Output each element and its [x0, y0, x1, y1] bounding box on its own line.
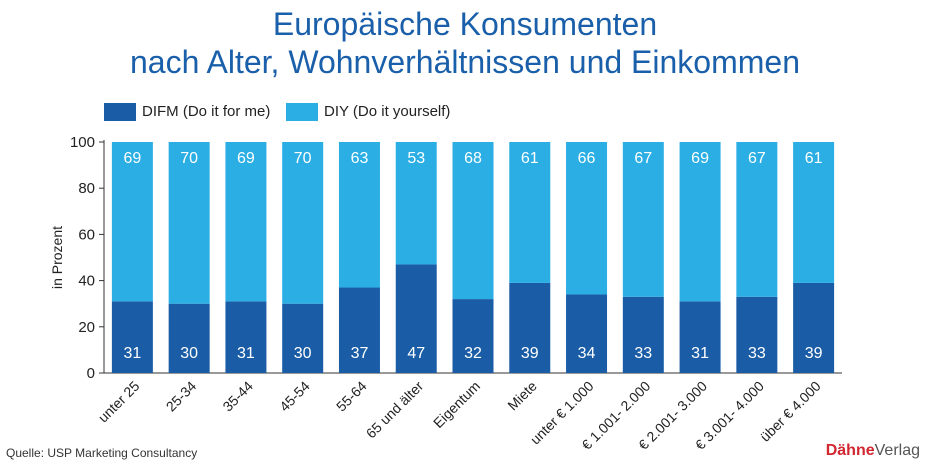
- x-tick-label-0: unter 25: [95, 378, 143, 426]
- data-label-difm-0: 31: [123, 345, 141, 362]
- data-label-diy-2: 69: [237, 150, 255, 167]
- x-tick-label-3: 45-54: [276, 378, 313, 415]
- x-tick-label-7: Miete: [504, 378, 540, 414]
- chart-title-line-2: nach Alter, Wohnverhältnissen und Einkom…: [129, 44, 800, 80]
- chart-title-line-1: Europäische Konsumenten: [272, 6, 658, 42]
- data-label-diy-11: 67: [748, 150, 766, 167]
- bar-difm-12: [793, 282, 835, 373]
- legend-swatch-difm: [104, 103, 136, 121]
- publisher-logo-part2: Verlag: [874, 442, 920, 459]
- data-label-difm-3: 30: [294, 345, 312, 362]
- bar-difm-7: [509, 282, 551, 373]
- bar-diy-3: [282, 142, 324, 304]
- bar-diy-11: [736, 142, 778, 297]
- data-label-diy-3: 70: [294, 150, 312, 167]
- bar-diy-0: [111, 142, 153, 302]
- data-label-difm-12: 39: [805, 345, 823, 362]
- data-label-diy-5: 53: [407, 150, 425, 167]
- bar-difm-0: [111, 301, 153, 373]
- legend-label-difm: DIFM (Do it for me): [142, 103, 271, 120]
- bar-difm-8: [566, 294, 608, 373]
- data-label-difm-5: 47: [407, 345, 425, 362]
- bar-difm-5: [395, 264, 437, 373]
- data-label-diy-7: 61: [521, 150, 539, 167]
- bar-difm-1: [168, 303, 210, 373]
- bar-diy-8: [566, 142, 608, 295]
- x-tick-label-2: 35-44: [219, 378, 256, 415]
- data-label-diy-9: 67: [634, 150, 652, 167]
- bar-diy-1: [168, 142, 210, 304]
- bar-difm-6: [452, 299, 494, 373]
- data-label-difm-1: 30: [180, 345, 198, 362]
- y-tick-label: 80: [78, 180, 95, 197]
- bar-diy-9: [622, 142, 664, 297]
- x-tick-label-5: 65 und älter: [363, 378, 427, 442]
- bar-diy-6: [452, 142, 494, 300]
- bar-difm-2: [225, 301, 267, 373]
- bar-diy-10: [679, 142, 721, 302]
- bar-difm-10: [679, 301, 721, 373]
- bar-difm-3: [282, 303, 324, 373]
- y-tick-label: 20: [78, 319, 95, 336]
- data-label-diy-8: 66: [578, 150, 596, 167]
- data-label-diy-12: 61: [805, 150, 823, 167]
- legend-swatch-diy: [286, 103, 318, 121]
- data-label-diy-0: 69: [123, 150, 141, 167]
- y-tick-label: 100: [70, 134, 95, 151]
- data-label-diy-4: 63: [351, 150, 369, 167]
- y-tick-label: 40: [78, 273, 95, 290]
- data-label-difm-2: 31: [237, 345, 255, 362]
- data-label-difm-10: 31: [691, 345, 709, 362]
- bar-diy-12: [793, 142, 835, 283]
- x-tick-label-4: 55-64: [333, 378, 370, 415]
- legend-label-diy: DIY (Do it yourself): [324, 103, 451, 120]
- x-tick-label-12: über € 4.000: [757, 378, 824, 445]
- bar-difm-11: [736, 296, 778, 373]
- data-label-difm-9: 33: [634, 345, 652, 362]
- y-tick-label: 0: [87, 365, 95, 382]
- data-label-difm-4: 37: [351, 345, 369, 362]
- y-tick-label: 60: [78, 226, 95, 243]
- publisher-logo-part1: Dähne: [825, 442, 875, 459]
- bar-diy-5: [395, 142, 437, 265]
- bar-diy-7: [509, 142, 551, 283]
- data-label-diy-10: 69: [691, 150, 709, 167]
- bar-diy-4: [338, 142, 380, 288]
- source-note: Quelle: USP Marketing Consultancy: [6, 446, 198, 460]
- bar-diy-2: [225, 142, 267, 302]
- x-tick-label-6: Eigentum: [430, 378, 483, 431]
- bar-difm-9: [622, 296, 664, 373]
- data-label-difm-8: 34: [578, 345, 596, 362]
- data-label-difm-7: 39: [521, 345, 539, 362]
- data-label-diy-1: 70: [180, 150, 198, 167]
- publisher-logo: DähneVerlag: [826, 442, 920, 460]
- x-tick-label-1: 25-34: [163, 378, 200, 415]
- bar-difm-4: [338, 287, 380, 373]
- data-label-diy-6: 68: [464, 150, 482, 167]
- data-label-difm-6: 32: [464, 345, 482, 362]
- data-label-difm-11: 33: [748, 345, 766, 362]
- y-axis-label: in Prozent: [49, 226, 65, 289]
